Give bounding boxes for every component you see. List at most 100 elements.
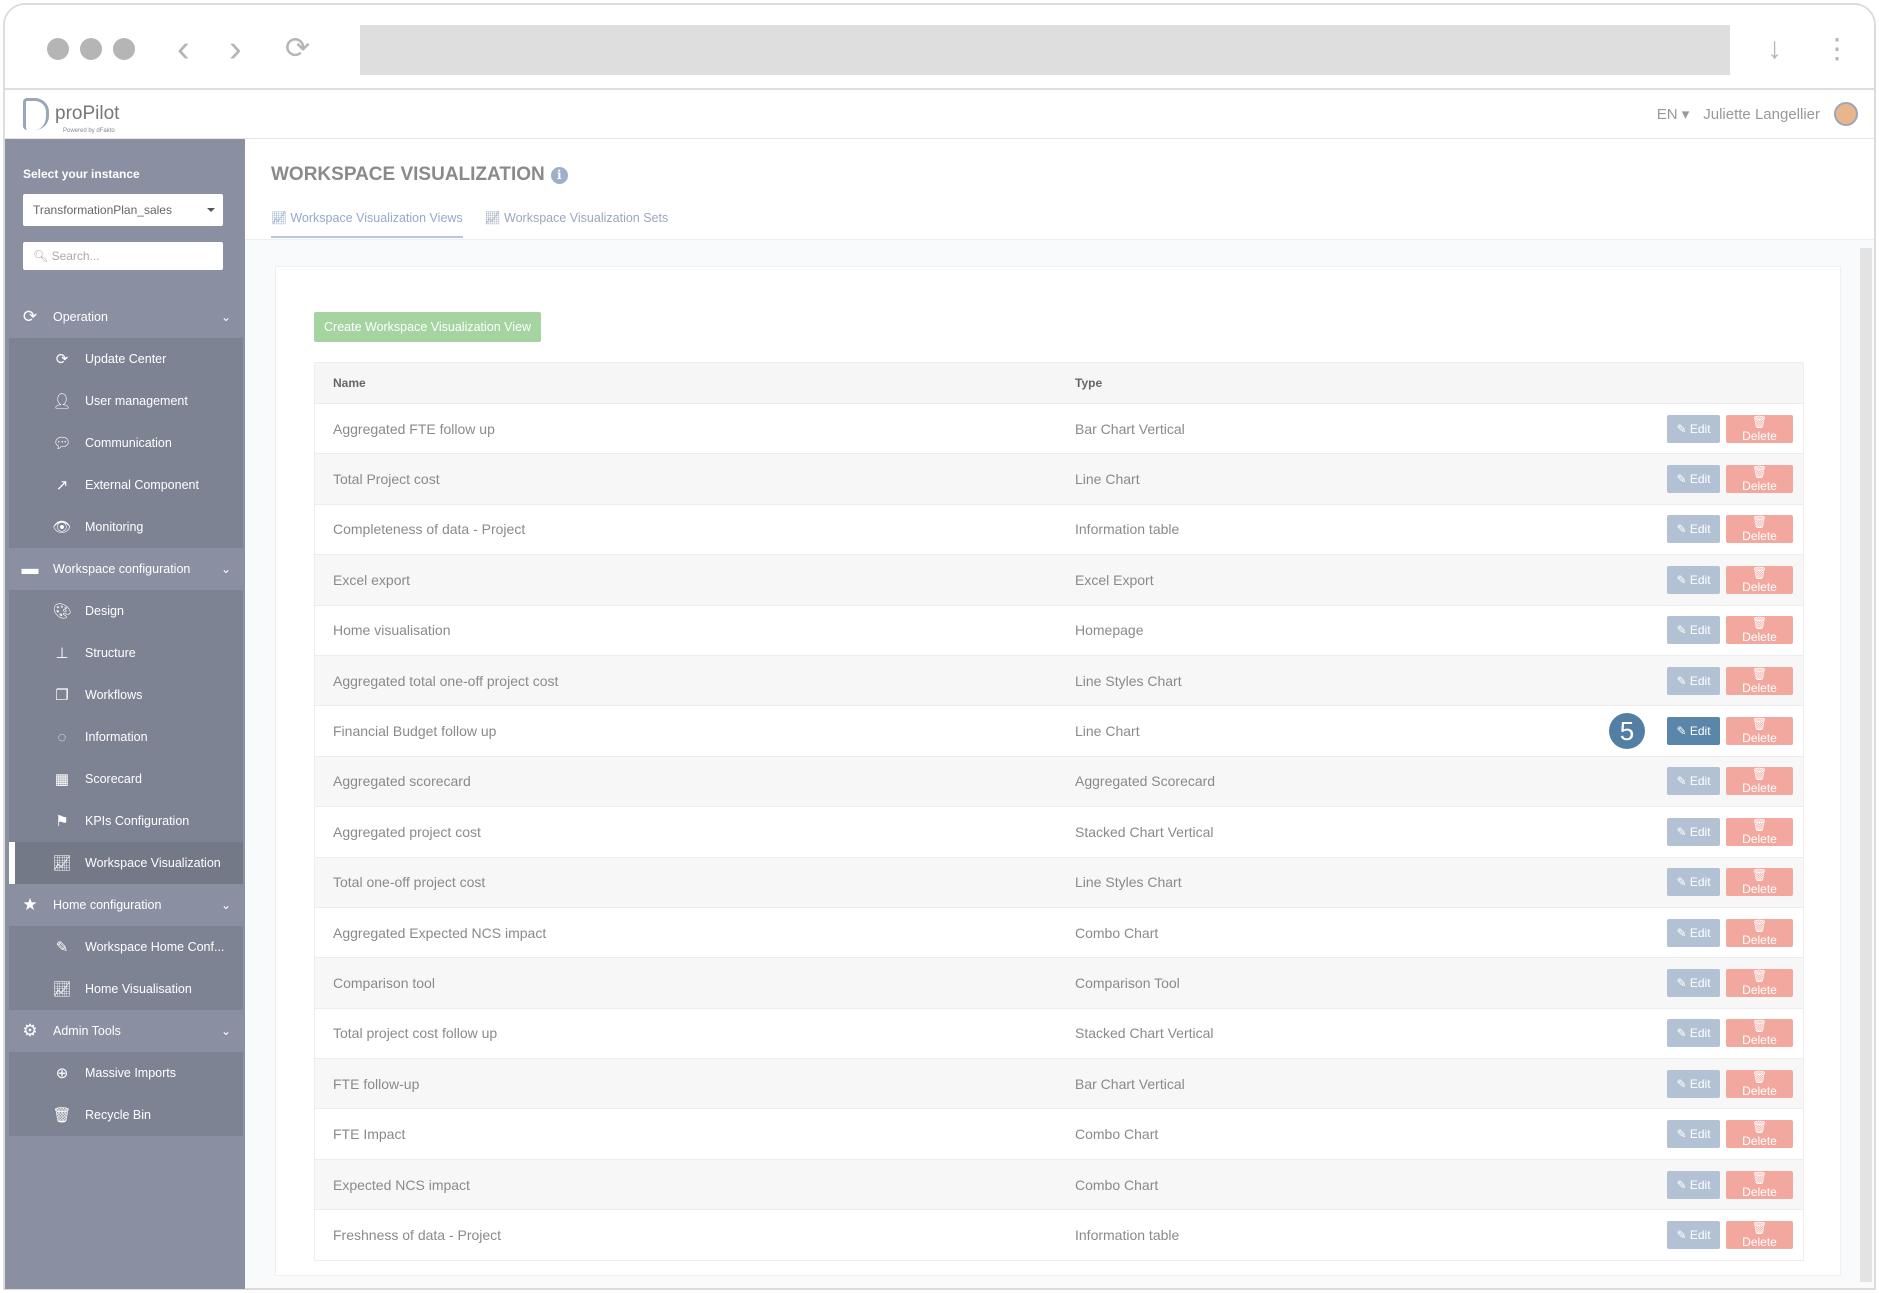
column-type[interactable]: Type [1075, 376, 1103, 390]
sidebar-item-recycle-bin[interactable]: 🗑︎ Recycle Bin [9, 1094, 243, 1136]
download-icon[interactable]: ↓ [1767, 32, 1782, 65]
edit-button[interactable]: ✎ Edit [1667, 717, 1720, 746]
instance-select[interactable]: TransformationPlan_sales [23, 194, 223, 226]
delete-button[interactable]: 🗑︎ Delete [1726, 1220, 1793, 1249]
edit-button[interactable]: ✎ Edit [1667, 515, 1720, 544]
column-name[interactable]: Name [333, 376, 366, 390]
sidebar-item-monitoring[interactable]: 👁︎ Monitoring [9, 506, 243, 548]
address-bar[interactable] [360, 25, 1730, 75]
delete-button[interactable]: 🗑︎ Delete [1726, 465, 1793, 494]
sidebar-item-design[interactable]: 🎨︎ Design [9, 590, 243, 632]
logo[interactable]: proPilot Powered by dFakto [23, 98, 119, 134]
sidebar-item-scorecard[interactable]: ▦ Scorecard [9, 758, 243, 800]
sidebar-search-input[interactable]: 🔍︎ Search... [23, 242, 223, 270]
trash-icon: 🗑︎ [52, 1107, 72, 1124]
delete-button[interactable]: 🗑︎ Delete [1726, 767, 1793, 796]
row-name: Freshness of data - Project [333, 1226, 502, 1243]
delete-button[interactable]: 🗑︎ Delete [1726, 817, 1793, 846]
delete-button[interactable]: 🗑︎ Delete [1726, 717, 1793, 746]
gear-icon: ⚙ [22, 1021, 38, 1040]
delete-label: Delete [1742, 529, 1777, 544]
forward-icon[interactable]: › [229, 28, 242, 70]
row-name: FTE Impact [333, 1126, 406, 1143]
edit-button[interactable]: ✎ Edit [1667, 1120, 1720, 1149]
sidebar-group-operation[interactable]: ⟳ Operation ⌄ [9, 296, 243, 338]
avatar[interactable] [1834, 102, 1858, 126]
create-view-button[interactable]: Create Workspace Visualization View [314, 312, 542, 342]
edit-button[interactable]: ✎ Edit [1667, 968, 1720, 997]
window-dot[interactable] [80, 38, 102, 60]
refresh-icon: ⟳ [22, 307, 38, 326]
edit-button[interactable]: ✎ Edit [1667, 1220, 1720, 1249]
more-icon[interactable]: ⋮ [1823, 33, 1851, 64]
delete-label: Delete [1742, 1033, 1777, 1048]
back-icon[interactable]: ‹ [177, 28, 190, 70]
pencil-icon: ✎ [1676, 1227, 1687, 1242]
row-type: Line Styles Chart [1075, 874, 1182, 891]
delete-label: Delete [1742, 680, 1777, 695]
info-icon[interactable]: i [550, 166, 568, 184]
delete-button[interactable]: 🗑︎ Delete [1726, 918, 1793, 947]
edit-button[interactable]: ✎ Edit [1667, 817, 1720, 846]
line-chart-icon: 📈︎ [484, 211, 501, 225]
group-label: Operation [53, 310, 108, 324]
sidebar-group-admin-tools[interactable]: ⚙ Admin Tools ⌄ [9, 1010, 243, 1052]
edit-button[interactable]: ✎ Edit [1667, 414, 1720, 443]
sidebar-item-kpis-configuration[interactable]: ⚑ KPIs Configuration [9, 800, 243, 842]
edit-button[interactable]: ✎ Edit [1667, 767, 1720, 796]
edit-button[interactable]: ✎ Edit [1667, 616, 1720, 645]
edit-button[interactable]: ✎ Edit [1667, 1069, 1720, 1098]
scrollbar[interactable] [1860, 248, 1872, 1282]
sidebar-item-workspace-visualization[interactable]: 📈︎ Workspace Visualization [9, 842, 243, 884]
sidebar-item-workflows[interactable]: ❐ Workflows [9, 674, 243, 716]
sidebar-group-workspace-configuration[interactable]: ▬ Workspace configuration ⌄ [9, 548, 243, 590]
sidebar-item-update-center[interactable]: ⟳ Update Center [9, 338, 243, 380]
delete-button[interactable]: 🗑︎ Delete [1726, 616, 1793, 645]
language-dropdown[interactable]: EN ▾ [1656, 106, 1690, 123]
delete-button[interactable]: 🗑︎ Delete [1726, 1120, 1793, 1149]
delete-label: Delete [1742, 1083, 1777, 1098]
delete-button[interactable]: 🗑︎ Delete [1726, 968, 1793, 997]
trash-icon: 🗑︎ [1751, 1170, 1768, 1185]
user-name[interactable]: Juliette Langellier [1703, 105, 1820, 123]
edit-button[interactable]: ✎ Edit [1667, 666, 1720, 695]
edit-label: Edit [1689, 673, 1711, 688]
edit-button[interactable]: ✎ Edit [1667, 918, 1720, 947]
delete-button[interactable]: 🗑︎ Delete [1726, 666, 1793, 695]
step-badge: 5 [1609, 713, 1645, 750]
sidebar-item-home-visualisation[interactable]: 📈︎ Home Visualisation [9, 968, 243, 1010]
delete-button[interactable]: 🗑︎ Delete [1726, 515, 1793, 544]
reload-icon[interactable]: ⟳ [285, 32, 311, 65]
delete-button[interactable]: 🗑︎ Delete [1726, 1019, 1793, 1048]
sidebar-item-information[interactable]: ◌ Information [9, 716, 243, 758]
sidebar-item-user-management[interactable]: 👤︎ User management [9, 380, 243, 422]
edit-button[interactable]: ✎ Edit [1667, 1019, 1720, 1048]
row-type: Information table [1075, 521, 1180, 538]
delete-button[interactable]: 🗑︎ Delete [1726, 414, 1793, 443]
edit-button[interactable]: ✎ Edit [1667, 465, 1720, 494]
row-name: Aggregated project cost [333, 823, 481, 840]
window-dot[interactable] [113, 38, 135, 60]
tab-views[interactable]: 📈︎ Workspace Visualization Views [271, 211, 463, 238]
sidebar-item-communication[interactable]: 💬︎ Communication [9, 422, 243, 464]
sidebar-item-structure[interactable]: ⊥ Structure [9, 632, 243, 674]
edit-button[interactable]: ✎ Edit [1667, 565, 1720, 594]
delete-label: Delete [1742, 1134, 1777, 1149]
delete-button[interactable]: 🗑︎ Delete [1726, 1170, 1793, 1199]
delete-button[interactable]: 🗑︎ Delete [1726, 868, 1793, 897]
edit-button[interactable]: ✎ Edit [1667, 1170, 1720, 1199]
delete-button[interactable]: 🗑︎ Delete [1726, 1069, 1793, 1098]
tab-sets[interactable]: 📈︎ Workspace Visualization Sets [485, 211, 669, 238]
table-row: Total project cost follow up Stacked Char… [315, 1007, 1803, 1058]
row-name: Total Project cost [333, 471, 440, 488]
line-chart-icon: 📈︎ [52, 855, 72, 872]
sidebar-item-external-component[interactable]: ↗ External Component [9, 464, 243, 506]
sidebar-item-massive-imports[interactable]: ⊕ Massive Imports [9, 1052, 243, 1094]
sidebar-group-home-configuration[interactable]: ★ Home configuration ⌄ [9, 884, 243, 926]
window-dot[interactable] [47, 38, 69, 60]
edit-label: Edit [1689, 774, 1711, 789]
sidebar-item-workspace-home-conf-[interactable]: ✎ Workspace Home Conf... [9, 926, 243, 968]
instance-value: TransformationPlan_sales [33, 203, 172, 217]
edit-button[interactable]: ✎ Edit [1667, 868, 1720, 897]
delete-button[interactable]: 🗑︎ Delete [1726, 565, 1793, 594]
